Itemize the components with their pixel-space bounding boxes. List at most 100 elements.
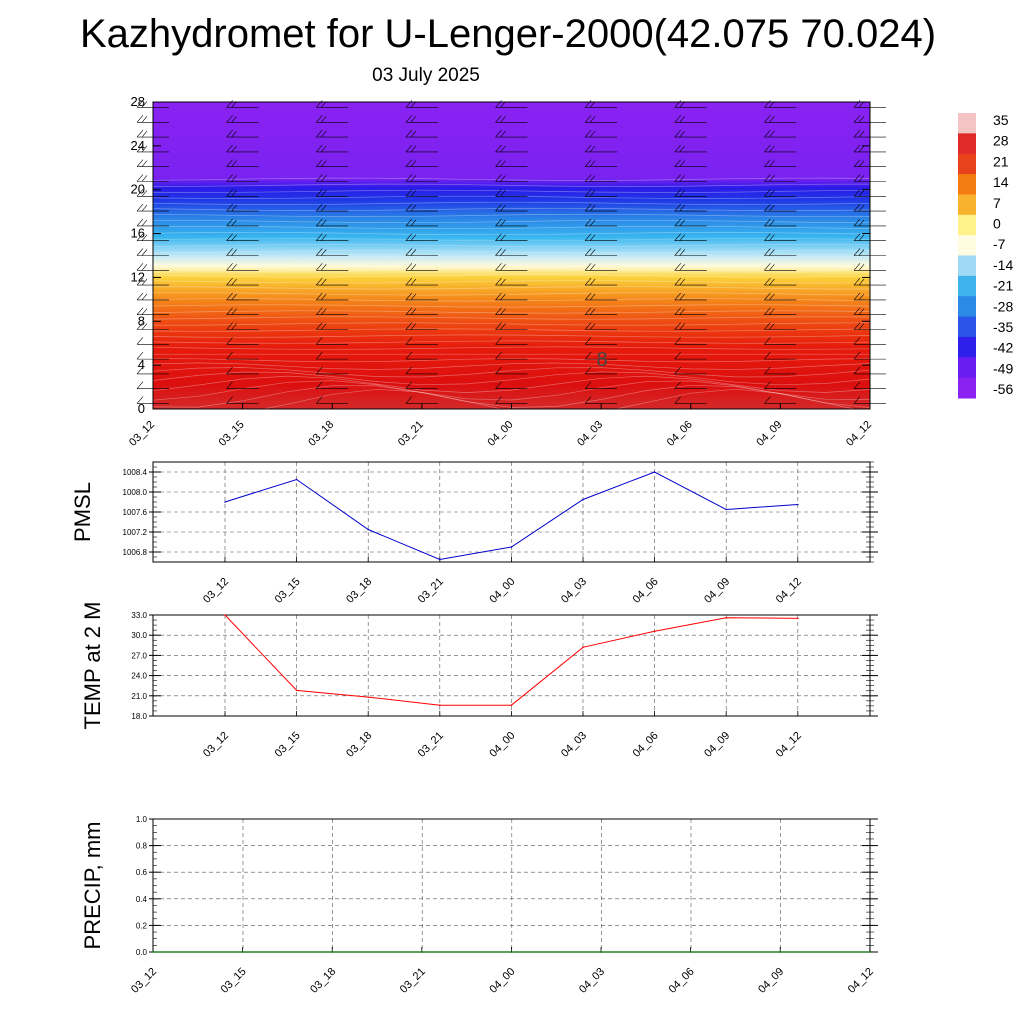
wind-barb-flag	[495, 351, 502, 360]
wind-barb-flag	[853, 337, 861, 345]
temp2m-panel: 18.0 21.0 24.0 27.0 30.0 33.0 03_12 03_15 03_18 0…	[80, 602, 878, 760]
wind-barb-flag	[141, 145, 148, 153]
y-tick-label: 0.2	[136, 921, 148, 930]
wind-barb-flag	[769, 249, 775, 256]
colorbar-segment	[958, 153, 976, 175]
wind-barb-flag	[141, 323, 148, 330]
wind-barb-flag	[584, 396, 592, 404]
colorbar-label: 21	[993, 153, 1009, 169]
wind-barb-flag	[136, 263, 144, 271]
wind-barb-flag	[410, 160, 417, 167]
wind-barb-flag	[495, 203, 502, 212]
wind-barb-flag	[136, 292, 144, 301]
x-tick-label: 04_12	[846, 966, 876, 996]
wind-barb-flag	[584, 189, 592, 197]
isotherm	[152, 250, 871, 254]
wind-barb-flag	[589, 308, 596, 315]
wind-barb-flag	[674, 263, 681, 271]
wind-barb-flag	[500, 219, 506, 227]
wind-barb-flag	[853, 366, 861, 375]
wind-barb-flag	[226, 159, 233, 167]
wind-barb-flag	[316, 129, 323, 138]
height-tick-label: 16	[131, 226, 145, 241]
wind-barb-flag	[584, 203, 592, 212]
wind-barb-flag	[495, 189, 502, 197]
wind-barb-flag	[231, 175, 237, 182]
wind-barb-flag	[764, 337, 771, 345]
time-axis-top: 03_12 03_15 03_18 03_21 04_00 04_03 04_06 04_09…	[127, 403, 874, 449]
time-tick-label: 03_21	[396, 419, 426, 449]
x-tick-label: 04_06	[631, 730, 661, 760]
wind-barb-flag	[321, 308, 327, 315]
wind-barb-flag	[495, 159, 502, 167]
y-tick-label: 18.0	[131, 712, 147, 721]
wind-barb-flag	[410, 219, 417, 227]
data-point	[582, 646, 584, 649]
colorbar-segment	[958, 174, 976, 195]
wind-barb-flag	[226, 189, 233, 197]
wind-barb-flag	[495, 396, 502, 404]
x-tick-label: 03_12	[201, 576, 231, 606]
isotherm-lines	[152, 177, 871, 416]
colorbar-segment	[958, 275, 976, 297]
wind-barb-flag	[853, 307, 861, 315]
x-tick-label: 04_03	[559, 576, 589, 606]
colorbar-segment	[958, 255, 976, 277]
data-point	[510, 704, 513, 707]
wind-barb-flag	[316, 351, 323, 360]
wind-barb-flag	[769, 145, 775, 153]
wind-barb-flag	[674, 159, 681, 167]
wind-barb-flag	[764, 129, 771, 138]
wind-barb-flag	[405, 381, 413, 389]
isotherm	[152, 274, 871, 278]
wind-barb-flag	[764, 159, 771, 167]
wind-barb-flag	[589, 204, 596, 212]
height-tick-label: 4	[138, 357, 145, 372]
wind-barb-flag	[141, 204, 148, 212]
wind-barb-flag	[589, 145, 596, 153]
colorbar-label: 35	[993, 112, 1009, 128]
time-tick-label: 04_12	[844, 419, 874, 449]
isotherm	[152, 388, 871, 416]
wind-barb-flag	[500, 130, 506, 138]
data-point	[152, 951, 154, 953]
x-tick-label: 03_18	[308, 966, 338, 996]
wind-barb-flag	[316, 248, 323, 256]
isotherm	[152, 375, 871, 393]
data-point	[600, 951, 602, 953]
pmsl-panel: 1006.8 1007.2 1007.6 1008.0 1008.4 03_12 03_15…	[70, 461, 878, 606]
wind-barb-flag	[231, 219, 237, 227]
wind-barb-flag	[679, 175, 685, 182]
isotherm	[152, 189, 871, 193]
wind-barb-flag	[141, 190, 148, 197]
wind-barb-flag	[136, 351, 144, 360]
wind-barb-flag	[858, 234, 865, 241]
wind-barb-flag	[858, 116, 865, 123]
x-tick-label: 03_15	[273, 730, 303, 760]
wind-barb-flag	[858, 278, 865, 286]
wind-barb-flag	[584, 129, 592, 138]
wind-barb-flag	[410, 190, 417, 197]
isotherm	[152, 367, 871, 378]
wind-barb-flag	[500, 204, 506, 212]
wind-barb-flag	[769, 160, 775, 167]
isotherm	[152, 280, 871, 284]
wind-barb-flag	[495, 144, 502, 153]
wind-barb-flag	[405, 159, 413, 167]
data-point	[869, 951, 871, 953]
wind-barb-flag	[589, 234, 596, 241]
colorbar-label: -7	[993, 236, 1006, 252]
wind-barb-flag	[674, 322, 681, 330]
time-tick-label: 04_09	[754, 419, 784, 449]
wind-barb-flag	[853, 381, 861, 389]
wind-barb-flag	[764, 366, 771, 375]
isotherm	[152, 298, 871, 302]
wind-barb-flag	[853, 129, 861, 138]
x-tick-label: 03_18	[344, 730, 374, 760]
wind-barb-flag	[405, 233, 413, 241]
wind-barb-flag	[136, 159, 144, 167]
time-tick-label: 04_06	[665, 419, 695, 449]
wind-barb-flag	[853, 248, 861, 256]
y-tick-label: 1006.8	[123, 548, 148, 557]
isotherm	[152, 201, 871, 205]
